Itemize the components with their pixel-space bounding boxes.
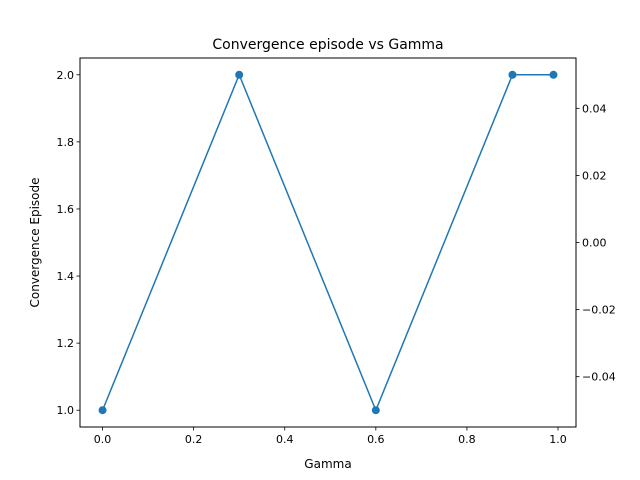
y-tick-label: 1.2: [57, 337, 75, 350]
x-tick-label: 1.0: [549, 433, 567, 446]
series-layer: [98, 70, 558, 415]
y-tick-label: 1.4: [57, 270, 75, 283]
series-line: [101, 72, 554, 413]
data-point: [235, 70, 244, 79]
y-axis-left: 1.0 1.2 1.4 1.6 1.8 2.0: [57, 69, 80, 417]
x-tick-label: 0.2: [185, 433, 203, 446]
x-tick-label: 0.6: [367, 433, 385, 446]
x-tick-label: 0.0: [94, 433, 112, 446]
x-tick-label: 0.8: [458, 433, 476, 446]
data-point: [98, 406, 107, 415]
data-point: [371, 406, 380, 415]
y-tick-label: 1.0: [57, 404, 75, 417]
data-point: [508, 70, 517, 79]
y2-tick-label: 0.04: [582, 102, 607, 115]
plot-frame: [79, 57, 577, 428]
x-axis-label: Gamma: [304, 457, 351, 471]
data-point: [549, 70, 558, 79]
y2-tick-label: 0.02: [582, 169, 607, 182]
y-tick-label: 2.0: [57, 69, 75, 82]
y-tick-label: 1.6: [57, 203, 75, 216]
chart-title: Convergence episode vs Gamma: [212, 37, 443, 53]
y-tick-label: 1.8: [57, 136, 75, 149]
y2-tick-label: −0.02: [582, 304, 616, 317]
x-tick-label: 0.4: [276, 433, 294, 446]
y-axis-right: −0.04 −0.02 0.00 0.02 0.04: [576, 102, 616, 384]
y-axis-label: Convergence Episode: [28, 177, 42, 307]
x-axis: 0.0 0.2 0.4 0.6 0.8 1.0: [94, 427, 567, 446]
y2-tick-label: −0.04: [582, 371, 616, 384]
y2-tick-label: 0.00: [582, 237, 607, 250]
